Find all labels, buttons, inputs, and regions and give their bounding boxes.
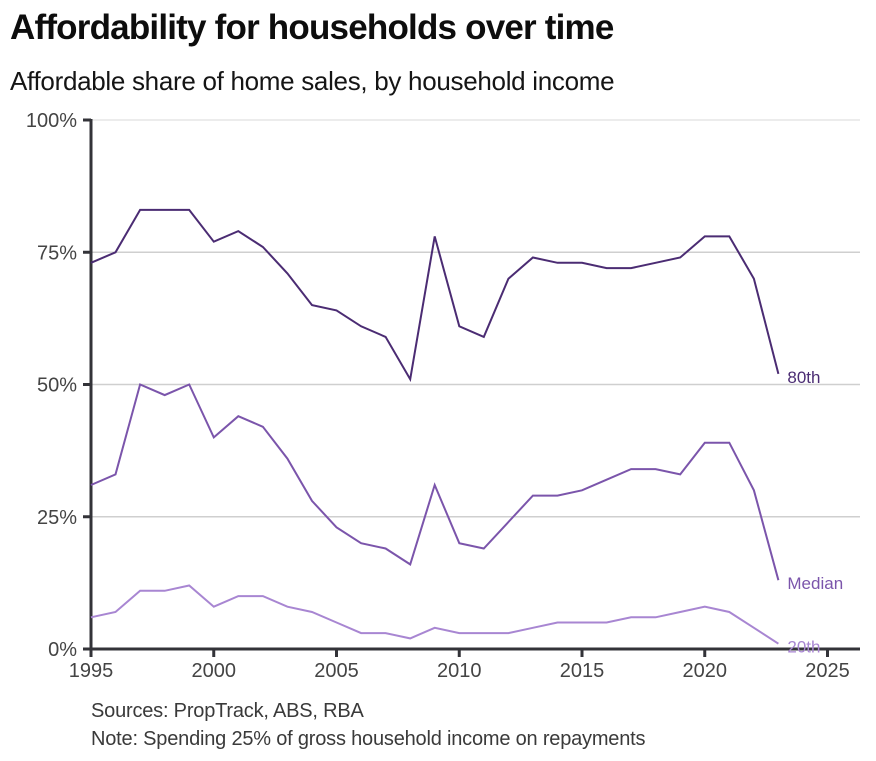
series-label-median: Median bbox=[787, 574, 843, 593]
y-tick-label: 75% bbox=[37, 242, 77, 264]
series-line-median bbox=[90, 383, 780, 581]
axes: 0% 25% 50% 75% 100% 1995 2000 2005 2010 2015 2020 2… bbox=[26, 110, 860, 682]
sources-note: Sources: PropTrack, ABS, RBA bbox=[91, 700, 364, 722]
x-tick-label: 2025 bbox=[805, 660, 850, 682]
x-tick-label: 2015 bbox=[560, 660, 605, 682]
x-tick-label: 2020 bbox=[683, 660, 728, 682]
series-labels: 80th Median 20th bbox=[787, 368, 843, 657]
y-tick-label: 50% bbox=[37, 375, 77, 397]
series-label-20th: 20th bbox=[787, 638, 820, 657]
chart-footer: Sources: PropTrack, ABS, RBA Note: Spend… bbox=[91, 697, 646, 753]
series-label-80th: 80th bbox=[787, 368, 820, 387]
x-tick-label: 2005 bbox=[314, 660, 359, 682]
x-tick-label: 1995 bbox=[69, 660, 114, 682]
gridlines bbox=[91, 119, 860, 518]
chart-subtitle: Affordable share of home sales, by house… bbox=[10, 66, 615, 96]
chart-title: Affordability for households over time bbox=[10, 8, 614, 47]
series-line-20th bbox=[90, 584, 779, 645]
x-tick-label: 2000 bbox=[192, 660, 237, 682]
x-tick-label: 2010 bbox=[437, 660, 482, 682]
series-lines bbox=[90, 208, 780, 645]
series-line-80th bbox=[90, 208, 780, 383]
methodology-note: Note: Spending 25% of gross household in… bbox=[91, 728, 646, 750]
y-tick-label: 100% bbox=[26, 110, 77, 132]
y-tick-label: 25% bbox=[37, 507, 77, 529]
y-tick-label: 0% bbox=[48, 639, 77, 661]
